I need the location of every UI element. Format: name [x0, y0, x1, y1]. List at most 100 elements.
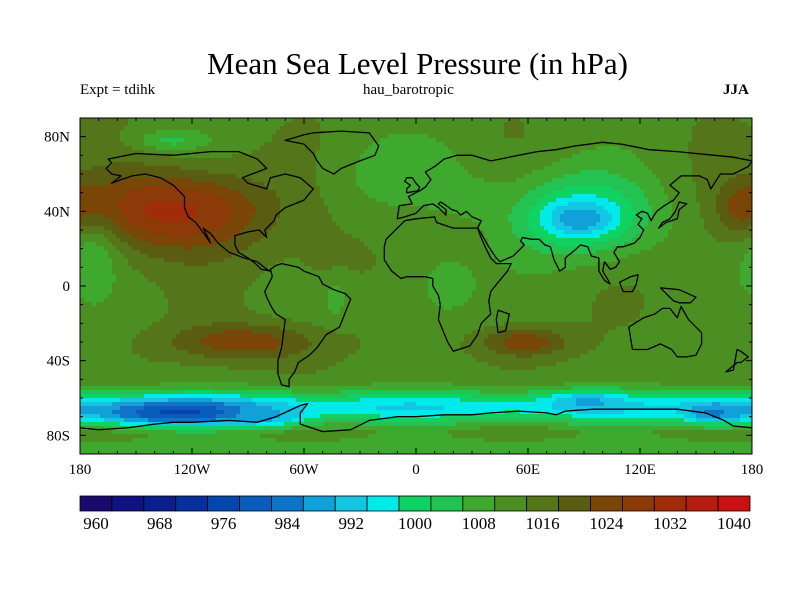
field-cell [88, 162, 93, 167]
field-cell [188, 270, 193, 275]
field-cell [312, 450, 317, 455]
field-cell [272, 270, 277, 275]
field-cell [188, 326, 193, 331]
field-cell [312, 122, 317, 127]
field-cell [120, 258, 125, 263]
field-cell [228, 350, 233, 355]
field-cell [300, 218, 305, 223]
field-cell [192, 394, 197, 399]
field-cell [256, 278, 261, 283]
field-cell [248, 430, 253, 435]
field-cell [152, 238, 157, 243]
field-cell [184, 418, 189, 423]
field-cell [80, 398, 85, 403]
field-cell [172, 166, 177, 171]
field-cell [280, 214, 285, 219]
field-cell [252, 334, 257, 339]
field-cell [96, 414, 101, 419]
field-cell [180, 118, 185, 123]
field-cell [236, 130, 241, 135]
field-cell [236, 438, 241, 443]
field-cell [300, 334, 305, 339]
field-cell [88, 250, 93, 255]
field-cell [96, 130, 101, 135]
field-cell [152, 414, 157, 419]
field-cell [228, 334, 233, 339]
field-cell [244, 298, 249, 303]
field-cell [184, 298, 189, 303]
field-cell [80, 270, 85, 275]
field-cell [244, 182, 249, 187]
field-cell [204, 302, 209, 307]
field-cell [308, 234, 313, 239]
field-cell [172, 302, 177, 307]
field-cell [160, 118, 165, 123]
field-cell [80, 294, 85, 299]
field-cell [284, 254, 289, 259]
field-cell [252, 322, 257, 327]
field-cell [220, 130, 225, 135]
field-cell [192, 202, 197, 207]
field-cell [124, 122, 129, 127]
field-cell [176, 126, 181, 131]
field-cell [164, 334, 169, 339]
field-cell [192, 346, 197, 351]
field-cell [264, 146, 269, 151]
field-cell [80, 306, 85, 311]
field-cell [160, 382, 165, 387]
field-cell [156, 450, 161, 455]
field-cell [268, 190, 273, 195]
field-cell [272, 286, 277, 291]
field-cell [164, 254, 169, 259]
field-cell [272, 234, 277, 239]
field-cell [168, 330, 173, 335]
field-cell [196, 326, 201, 331]
field-cell [228, 222, 233, 227]
field-cell [192, 154, 197, 159]
field-cell [196, 242, 201, 247]
field-cell [88, 346, 93, 351]
field-cell [152, 374, 157, 379]
field-cell [240, 422, 245, 427]
field-cell [84, 438, 89, 443]
field-cell [248, 266, 253, 271]
field-cell [228, 254, 233, 259]
field-cell [284, 298, 289, 303]
field-cell [200, 206, 205, 211]
field-cell [236, 414, 241, 419]
field-cell [236, 202, 241, 207]
field-cell [184, 310, 189, 315]
field-cell [140, 142, 145, 147]
field-cell [140, 190, 145, 195]
field-cell [216, 362, 221, 367]
field-cell [264, 162, 269, 167]
field-cell [304, 146, 309, 151]
field-cell [212, 386, 217, 391]
field-cell [192, 450, 197, 455]
field-cell [172, 270, 177, 275]
field-cell [236, 170, 241, 175]
field-cell [160, 126, 165, 131]
field-cell [236, 226, 241, 231]
field-cell [184, 362, 189, 367]
field-cell [208, 398, 213, 403]
field-cell [220, 354, 225, 359]
field-cell [100, 214, 105, 219]
field-cell [280, 450, 285, 455]
field-cell [180, 406, 185, 411]
field-cell [216, 346, 221, 351]
field-cell [96, 150, 101, 155]
field-cell [96, 302, 101, 307]
field-cell [308, 230, 313, 235]
field-cell [212, 402, 217, 407]
field-cell [136, 290, 141, 295]
field-cell [164, 166, 169, 171]
field-cell [232, 362, 237, 367]
field-cell [196, 274, 201, 279]
field-cell [292, 326, 297, 331]
field-cell [224, 290, 229, 295]
field-cell [312, 410, 317, 415]
field-cell [84, 338, 89, 343]
field-cell [128, 446, 133, 451]
field-cell [160, 286, 165, 291]
